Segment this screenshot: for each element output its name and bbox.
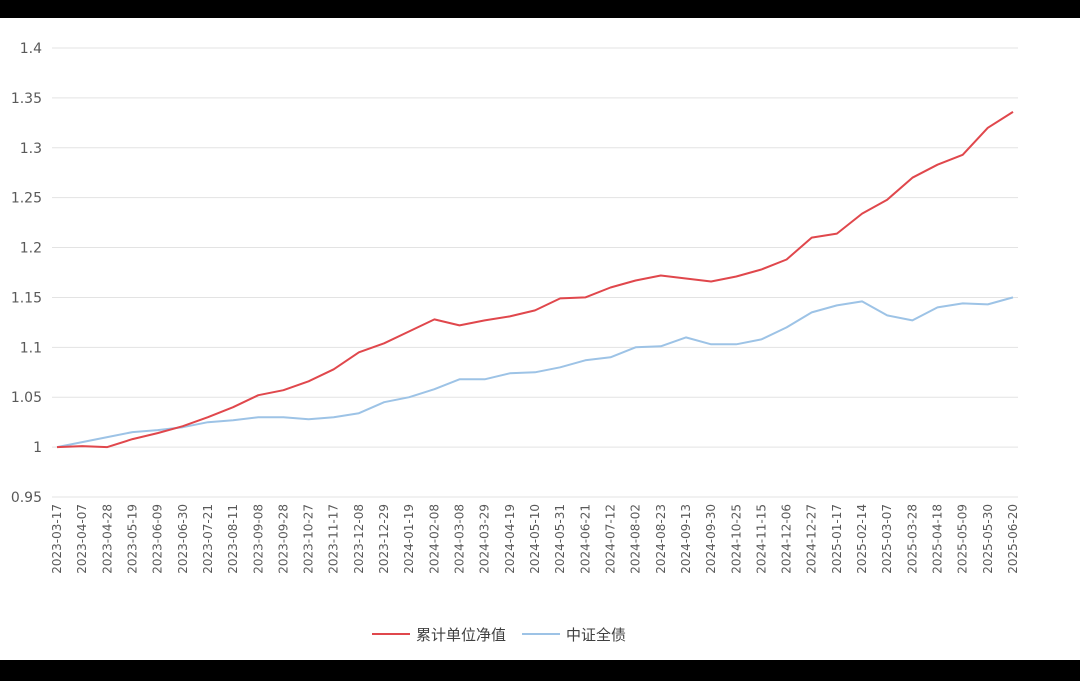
y-tick-label: 1 (33, 440, 42, 456)
x-tick-label: 2025-03-07 (880, 504, 894, 574)
x-tick-label: 2024-09-13 (679, 504, 693, 574)
x-tick-label: 2025-01-17 (830, 504, 844, 574)
legend-label: 累计单位净值 (416, 626, 506, 644)
x-tick-label: 2024-03-29 (478, 504, 492, 574)
x-tick-label: 2023-11-17 (327, 504, 341, 574)
x-tick-label: 2025-05-30 (981, 504, 995, 574)
x-tick-label: 2023-03-17 (50, 504, 64, 574)
x-tick-label: 2023-06-09 (151, 504, 165, 574)
series-line (56, 296, 1014, 449)
legend-label: 中证全债 (566, 626, 626, 644)
series-line (56, 111, 1014, 449)
x-tick-label: 2025-02-14 (855, 504, 869, 574)
x-tick-label: 2024-09-30 (704, 504, 718, 574)
x-tick-label: 2023-07-21 (201, 504, 215, 574)
y-tick-label: 1.4 (20, 41, 42, 57)
x-tick-label: 2023-08-11 (226, 504, 240, 574)
x-tick-label: 2024-02-08 (427, 504, 441, 574)
x-tick-label: 2024-12-27 (805, 504, 819, 574)
x-tick-label: 2024-01-19 (402, 504, 416, 574)
x-tick-label: 2025-06-20 (1006, 504, 1020, 574)
x-tick-label: 2023-10-27 (302, 504, 316, 574)
x-tick-label: 2024-08-02 (629, 504, 643, 574)
x-tick-label: 2023-09-08 (251, 504, 265, 574)
x-tick-label: 2025-05-09 (956, 504, 970, 574)
x-tick-label: 2024-05-31 (553, 504, 567, 574)
x-tick-label: 2024-05-10 (528, 504, 542, 574)
top-bar (0, 0, 1080, 18)
x-tick-label: 2024-12-06 (780, 504, 794, 574)
y-tick-label: 1.2 (20, 241, 42, 257)
y-tick-label: 0.95 (11, 490, 42, 506)
x-tick-label: 2024-04-19 (503, 504, 517, 574)
y-tick-label: 1.05 (11, 390, 42, 406)
x-tick-label: 2024-06-21 (578, 504, 592, 574)
x-tick-label: 2025-04-18 (931, 504, 945, 574)
y-tick-label: 1.25 (11, 191, 42, 207)
x-tick-label: 2023-04-28 (100, 504, 114, 574)
x-tick-label: 2024-08-23 (654, 504, 668, 574)
bottom-bar (0, 660, 1080, 681)
y-tick-label: 1.15 (11, 290, 42, 306)
x-tick-label: 2024-07-12 (603, 504, 617, 574)
y-tick-label: 1.1 (20, 340, 42, 356)
x-tick-label: 2024-03-08 (453, 504, 467, 574)
x-tick-label: 2025-03-28 (905, 504, 919, 574)
x-tick-label: 2023-12-08 (352, 504, 366, 574)
x-tick-label: 2023-06-30 (176, 504, 190, 574)
x-tick-label: 2023-05-19 (125, 504, 139, 574)
x-tick-label: 2024-10-25 (729, 504, 743, 574)
y-tick-label: 1.35 (11, 91, 42, 107)
x-tick-label: 2024-11-15 (754, 504, 768, 574)
x-tick-label: 2023-09-28 (276, 504, 290, 574)
x-tick-label: 2023-04-07 (75, 504, 89, 574)
y-tick-label: 1.3 (20, 141, 42, 157)
x-tick-label: 2023-12-29 (377, 504, 391, 574)
